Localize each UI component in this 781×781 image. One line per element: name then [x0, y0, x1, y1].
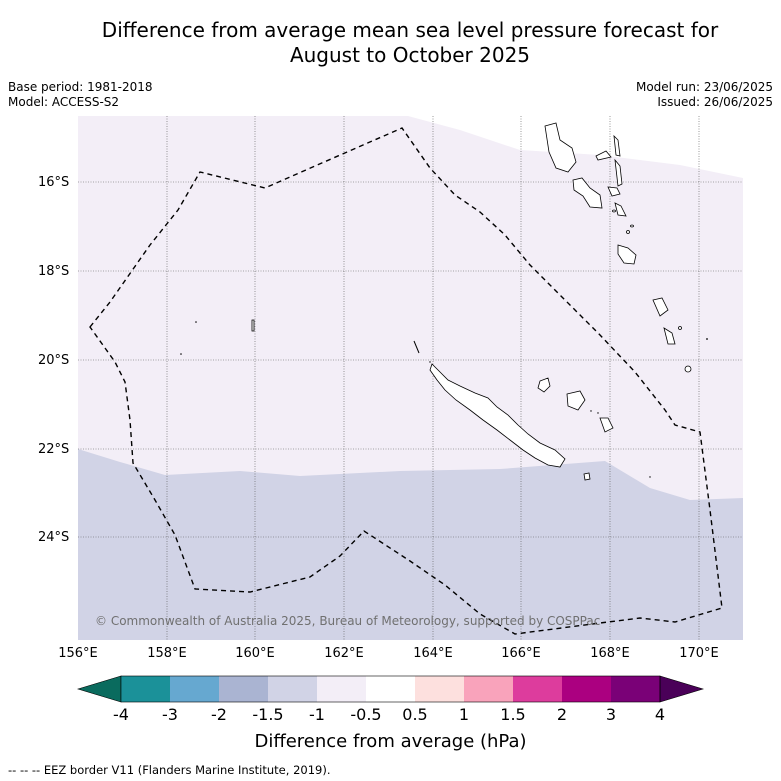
- colorbar-tick-label: -1: [309, 705, 325, 724]
- colorbar-bin-7: [464, 676, 513, 702]
- islet-5: [590, 410, 592, 412]
- lon-label-158e: 158°E: [147, 646, 187, 661]
- colorbar-tick-label: -2: [211, 705, 227, 724]
- issued-date: Issued: 26/06/2025: [657, 95, 773, 109]
- model-name: Model: ACCESS-S2: [8, 95, 120, 109]
- map-title: Difference from average mean sea level p…: [0, 18, 781, 68]
- lon-label-162e: 162°E: [324, 646, 364, 661]
- colorbar-bin-2: [219, 676, 268, 702]
- colorbar-frame: [120, 675, 661, 703]
- colorbar-tick-label: 1.5: [500, 705, 526, 724]
- lon-label-156e: 156°E: [58, 646, 98, 661]
- colorbar-tick-label: 2: [556, 705, 568, 724]
- eez-border: [89, 127, 723, 635]
- lon-label-170e: 170°E: [679, 646, 719, 661]
- lon-label-164e: 164°E: [413, 646, 453, 661]
- colorbar-bin-9: [562, 676, 611, 702]
- meta-left: Base period: 1981-2018 Model: ACCESS-S2: [8, 80, 153, 110]
- base-period: Base period: 1981-2018: [8, 80, 153, 94]
- island-bottom-left: [413, 340, 420, 354]
- island-small: [599, 417, 614, 433]
- colorbar-bin-8: [513, 676, 562, 702]
- colorbar-bin-4: [317, 676, 366, 702]
- islet-4: [649, 476, 651, 478]
- colorbar-tick-label: -0.5: [350, 705, 382, 724]
- lat-label-20s: 20°S: [38, 353, 70, 368]
- lat-label-16s: 16°S: [38, 175, 70, 190]
- islet-2: [180, 353, 182, 355]
- islet-6: [597, 412, 599, 414]
- meta-right: Model run: 23/06/2025 Issued: 26/06/2025: [636, 80, 773, 110]
- shade-neutral: [408, 116, 743, 178]
- colorbar-bin-0: [121, 676, 170, 702]
- colorbar-tick-label: 3: [605, 705, 617, 724]
- vanuatu-islands: [544, 122, 692, 373]
- island-chesterfield: [251, 319, 255, 332]
- colorbar-tick-label: 1: [458, 705, 470, 724]
- island-mare: [566, 390, 586, 411]
- islet-3: [706, 338, 708, 340]
- colorbar-extend-low: [76, 675, 122, 703]
- islet-1: [195, 321, 197, 323]
- lat-label-18s: 18°S: [38, 264, 70, 279]
- colorbar-tick-label: -3: [162, 705, 178, 724]
- colorbar-tick-label: 4: [654, 705, 666, 724]
- colorbar-bin-10: [611, 676, 660, 702]
- colorbar-bin-1: [170, 676, 219, 702]
- shade-minus-1-5: [78, 449, 743, 640]
- lon-label-160e: 160°E: [235, 646, 275, 661]
- colorbar-tick-label: -1.5: [252, 705, 284, 724]
- colorbar-title: Difference from average (hPa): [254, 731, 527, 752]
- gridlines: [78, 116, 743, 640]
- colorbar-tick-label: -4: [113, 705, 129, 724]
- colorbar-tick-label: 0.5: [402, 705, 428, 724]
- title-line-1: Difference from average mean sea level p…: [101, 18, 719, 42]
- lon-label-168e: 168°E: [590, 646, 630, 661]
- islet-7: [429, 361, 431, 363]
- island-lifou: [537, 377, 551, 393]
- lon-label-166e: 166°E: [501, 646, 541, 661]
- model-run: Model run: 23/06/2025: [635, 80, 773, 94]
- lat-label-22s: 22°S: [38, 442, 70, 457]
- colorbar-bin-5: [366, 676, 415, 702]
- lat-label-24s: 24°S: [38, 530, 70, 545]
- colorbar-bin-3: [268, 676, 317, 702]
- new-caledonia: [429, 363, 566, 468]
- title-line-2: August to October 2025: [289, 43, 531, 67]
- colorbar-extend-high: [659, 675, 705, 703]
- copyright-notice: © Commonwealth of Australia 2025, Bureau…: [95, 614, 601, 628]
- island-pines: [583, 472, 591, 481]
- colorbar-bin-6: [415, 676, 464, 702]
- eez-legend-note: -- -- -- EEZ border V11 (Flanders Marine…: [8, 763, 331, 777]
